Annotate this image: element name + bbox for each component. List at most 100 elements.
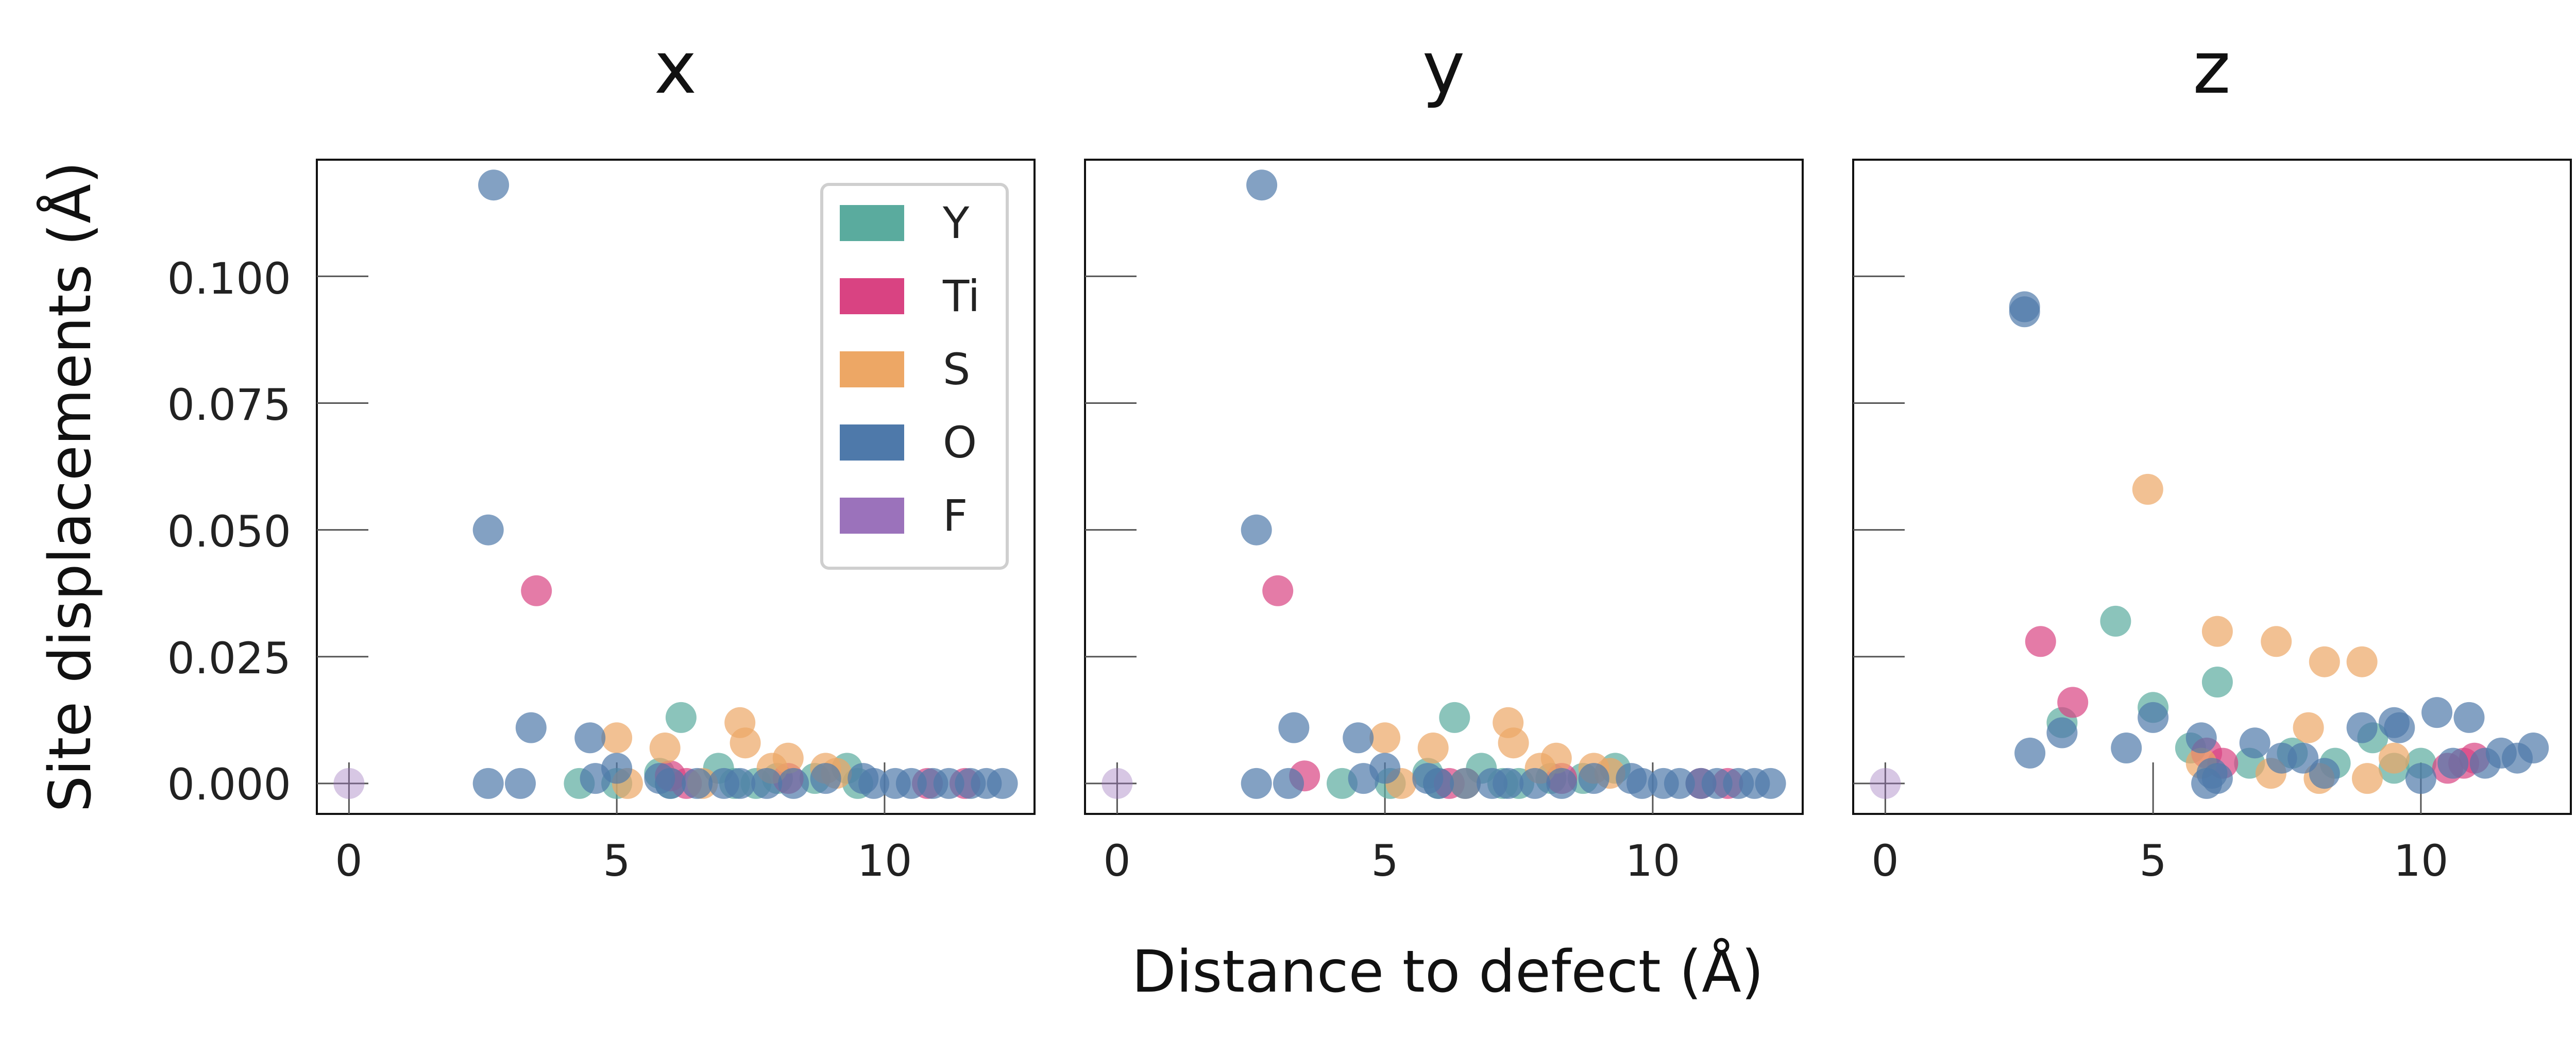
point-s xyxy=(1540,742,1572,774)
point-o xyxy=(1626,768,1658,799)
point-y xyxy=(2100,605,2131,637)
point-s xyxy=(772,742,804,774)
point-o xyxy=(655,768,686,799)
point-o xyxy=(505,768,536,799)
point-o xyxy=(2309,758,2340,789)
ytick-label: 0.050 xyxy=(167,506,291,557)
point-s xyxy=(730,727,761,759)
point-s xyxy=(2352,763,2383,794)
point-ti xyxy=(2025,626,2056,657)
point-o xyxy=(2111,733,2142,763)
xtick-label: 10 xyxy=(2394,836,2449,886)
xtick-label: 0 xyxy=(1103,836,1130,886)
panel-frame-0 xyxy=(316,159,1036,815)
point-y xyxy=(1439,702,1470,733)
tick-labels-1: 0 5 10 xyxy=(1103,836,1680,886)
xtick-label: 0 xyxy=(335,836,362,886)
point-o xyxy=(2046,717,2078,748)
ytick-label: 0.100 xyxy=(167,253,291,304)
points-0 xyxy=(333,169,1018,799)
point-s xyxy=(649,733,681,763)
point-ti xyxy=(1262,575,1294,606)
point-o xyxy=(2014,737,2046,769)
legend-label-ti: Ti xyxy=(942,271,980,321)
xtick-label: 10 xyxy=(857,836,912,886)
point-o xyxy=(2287,742,2319,774)
point-o xyxy=(472,514,504,546)
point-f xyxy=(1870,768,1901,799)
point-o xyxy=(601,753,633,784)
point-o xyxy=(1519,768,1551,799)
point-o xyxy=(2384,712,2415,743)
point-o xyxy=(2266,742,2297,774)
point-o xyxy=(2185,722,2217,754)
legend-swatch-s xyxy=(840,351,904,387)
points-2 xyxy=(1870,291,2549,799)
point-o xyxy=(472,768,504,799)
points-1 xyxy=(1101,169,1786,799)
ytick-label: 0.025 xyxy=(167,633,291,684)
panel-1: 0 5 10 xyxy=(1084,159,1804,886)
point-o xyxy=(515,712,547,743)
xtick-label: 10 xyxy=(1625,836,1681,886)
point-o xyxy=(1273,768,1304,799)
point-ti xyxy=(2057,687,2089,718)
point-o xyxy=(810,763,841,794)
legend-swatch-f xyxy=(840,498,904,534)
point-o xyxy=(2405,763,2436,794)
point-o xyxy=(1546,768,1578,799)
legend-label-f: F xyxy=(943,490,968,541)
point-o xyxy=(2518,733,2549,763)
point-o xyxy=(1578,763,1609,794)
point-o xyxy=(1701,768,1733,799)
xtick-label: 0 xyxy=(1871,836,1899,886)
point-f xyxy=(333,768,365,799)
panel-title-2: z xyxy=(2193,26,2231,110)
legend-swatch-o xyxy=(840,424,904,461)
legend-swatch-y xyxy=(840,205,904,241)
point-s xyxy=(2309,646,2340,677)
panel-2: 0 5 10 xyxy=(1852,159,2572,886)
point-o xyxy=(1343,722,1374,754)
point-o xyxy=(1241,768,1272,799)
point-s xyxy=(2293,712,2324,743)
point-s xyxy=(2201,616,2233,647)
tick-labels-0: 0 5 10 0.000 0.025 0.050 0.075 0.100 xyxy=(167,253,912,886)
point-o xyxy=(933,768,964,799)
xtick-label: 5 xyxy=(603,836,630,886)
point-s xyxy=(2261,626,2292,657)
point-s xyxy=(601,722,633,754)
point-o xyxy=(2421,697,2453,728)
panel-frame-1 xyxy=(1084,159,1804,815)
legend-label-s: S xyxy=(943,344,970,395)
point-o xyxy=(574,722,606,754)
point-s xyxy=(1369,722,1401,754)
point-o xyxy=(1664,768,1695,799)
point-y xyxy=(2201,667,2233,697)
point-o xyxy=(2346,712,2378,743)
ytick-label: 0.000 xyxy=(167,759,291,810)
point-o xyxy=(1246,169,1278,201)
point-o xyxy=(751,768,783,799)
y-axis-label: Site displacements (Å) xyxy=(37,161,104,812)
panel-0: 0 5 10 0.000 0.025 0.050 0.075 0.100 xyxy=(167,159,1036,886)
point-s xyxy=(2346,646,2378,677)
point-o xyxy=(1423,768,1454,799)
panel-title-0: x xyxy=(654,26,697,110)
point-o xyxy=(2138,702,2169,733)
tick-labels-2: 0 5 10 xyxy=(1871,836,2448,886)
point-o xyxy=(895,768,927,799)
ticks-2 xyxy=(1853,275,2422,814)
point-o xyxy=(1369,753,1401,784)
point-s xyxy=(1498,727,1529,759)
x-axis-label: Distance to defect (Å) xyxy=(1132,938,1764,1006)
point-o xyxy=(987,768,1018,799)
point-o xyxy=(2196,758,2228,789)
xtick-label: 5 xyxy=(1371,836,1398,886)
point-o xyxy=(1241,514,1272,546)
point-s xyxy=(2378,742,2410,774)
point-o xyxy=(1493,768,1524,799)
panel-frame-2 xyxy=(1852,159,2572,815)
ytick-label: 0.075 xyxy=(167,380,291,430)
